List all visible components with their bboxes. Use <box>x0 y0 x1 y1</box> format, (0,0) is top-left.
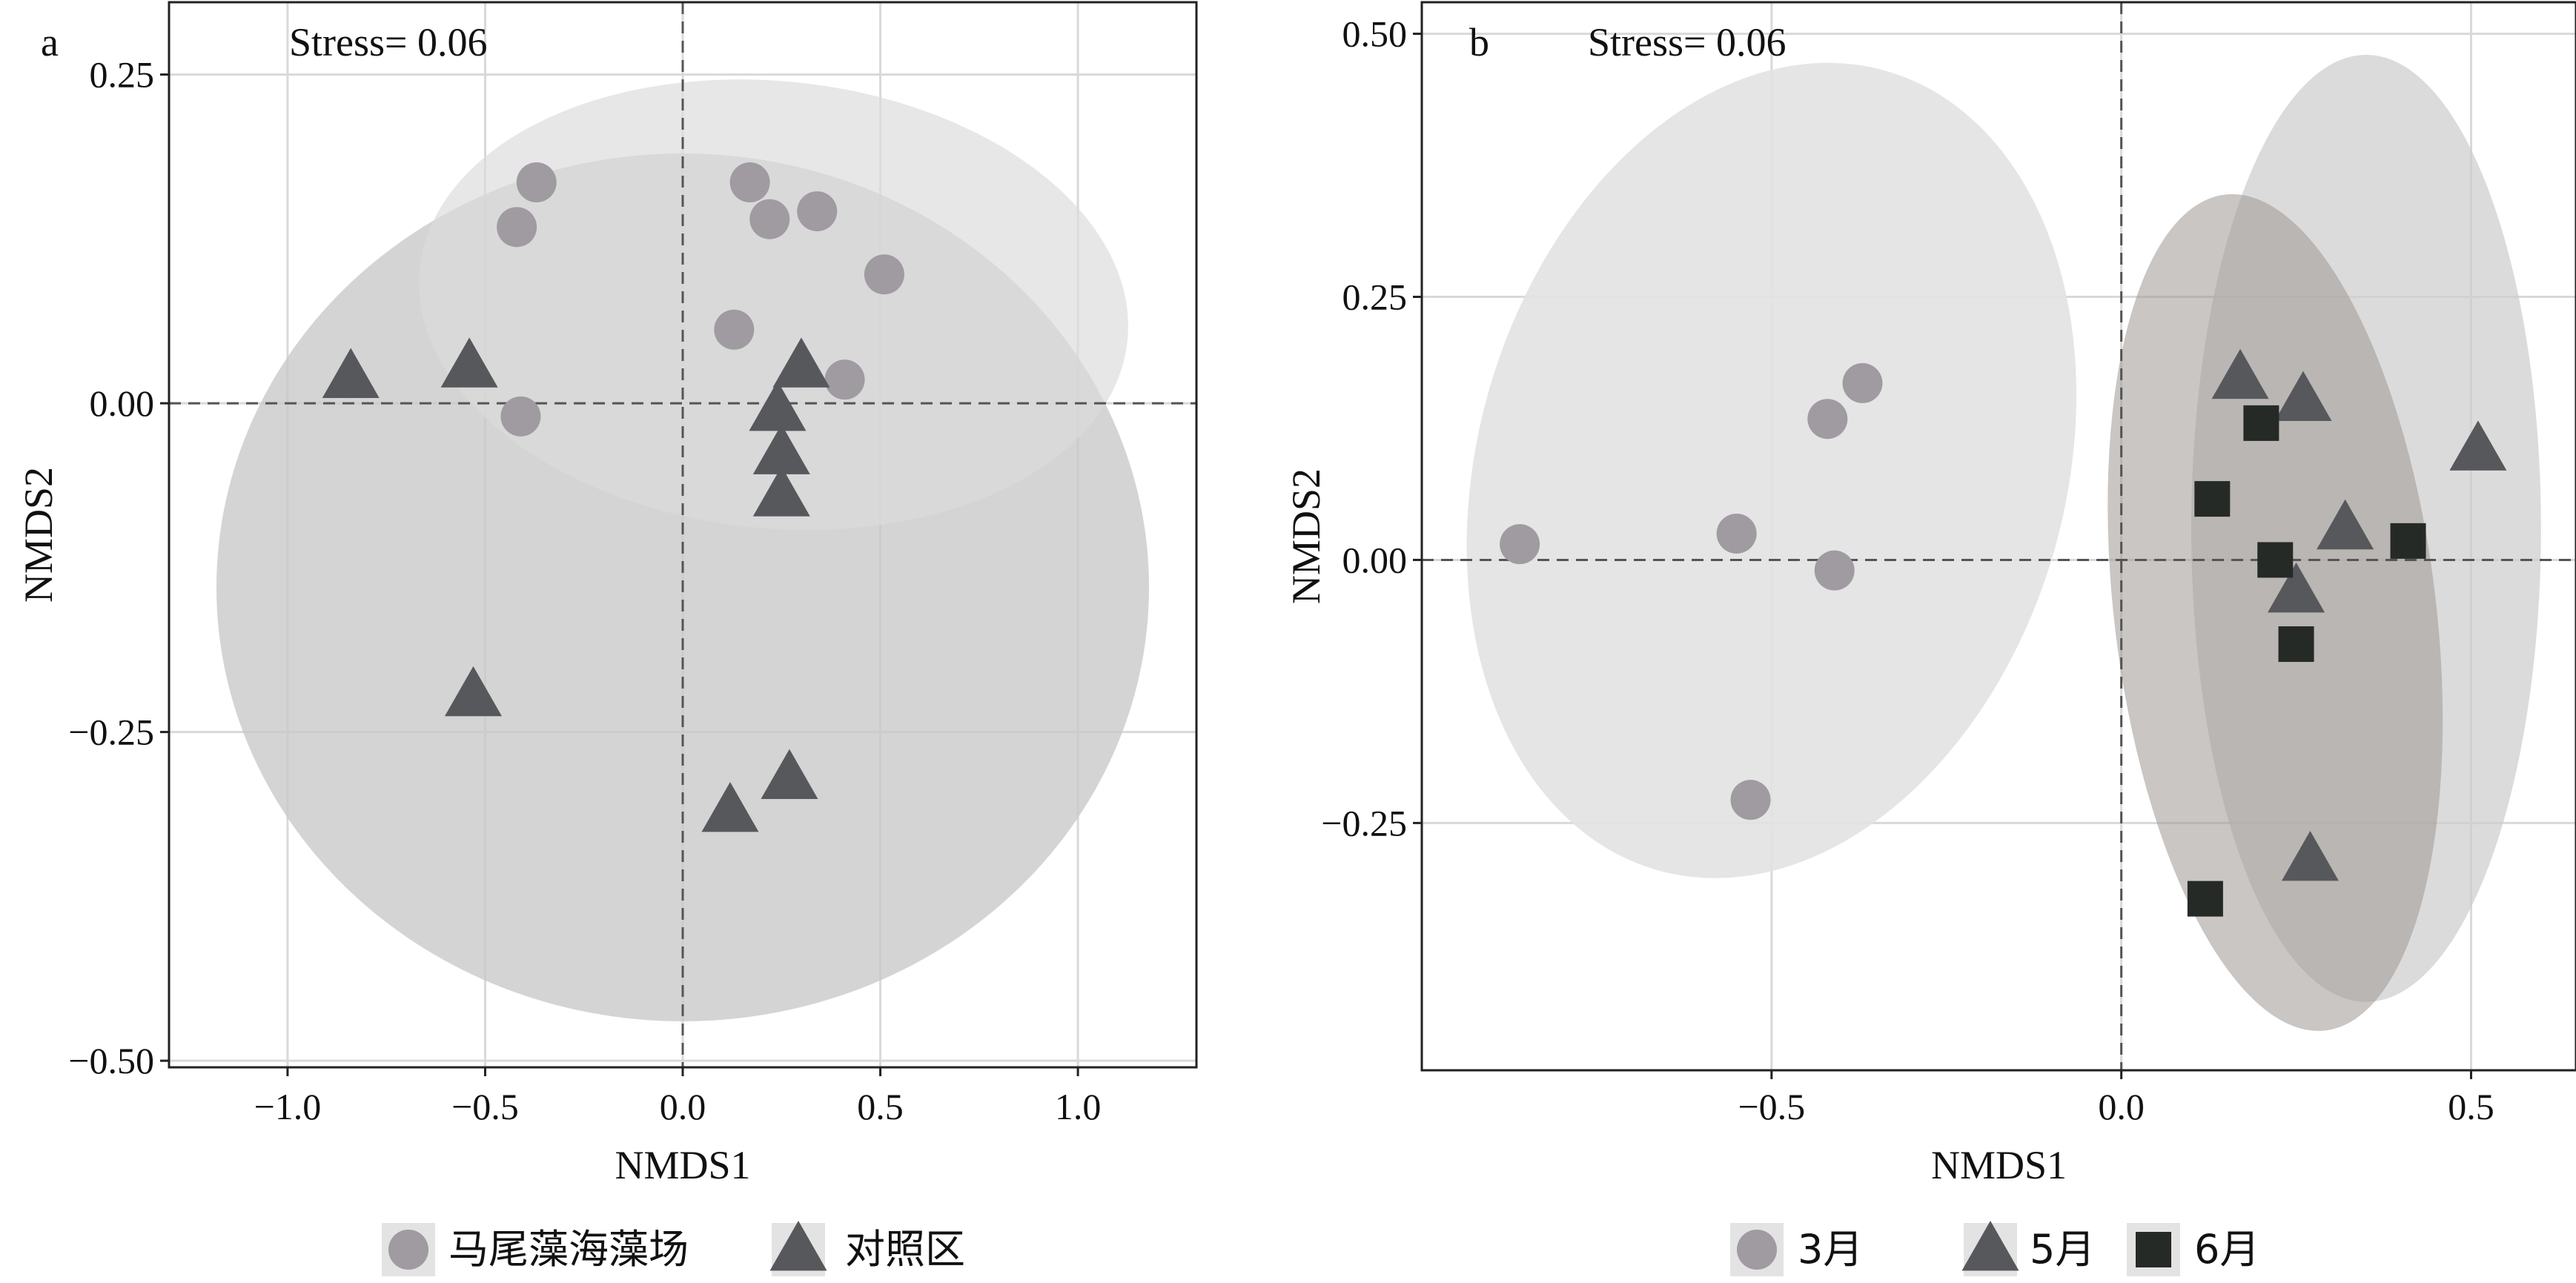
y-tick-label: −0.25 <box>68 712 154 753</box>
y-tick-label: 0.25 <box>1342 276 1408 318</box>
data-point-square <box>2187 881 2223 917</box>
plot-area <box>1422 2 2576 1070</box>
data-point-triangle <box>444 666 502 717</box>
data-point-triangle <box>2449 420 2507 471</box>
x-tick-label: −0.5 <box>1738 1086 1805 1127</box>
x-axis-label: NMDS1 <box>1931 1143 2067 1187</box>
panel-a: −1.0 −0.5 0.0 0.5 1.0 0.25 0.00 −0.25 −0.50 a Stre… <box>16 1 1198 1276</box>
data-point-circle <box>714 309 755 350</box>
legend-label: 3月 <box>1798 1226 1863 1273</box>
legend-key-triangle <box>1961 1220 2019 1271</box>
x-tick-label: 0.0 <box>660 1086 706 1127</box>
y-axis-label: NMDS2 <box>1284 468 1328 604</box>
x-tick-label: 0.0 <box>2098 1086 2145 1127</box>
x-tick-label: −1.0 <box>254 1086 322 1127</box>
legend-key-square <box>2136 1232 2171 1267</box>
data-point-square <box>2243 405 2279 441</box>
data-point-triangle <box>2211 348 2269 400</box>
data-point-triangle <box>2281 830 2339 881</box>
legend-label: 马尾藻海藻场 <box>448 1226 689 1273</box>
x-tick-label: 0.5 <box>857 1086 904 1127</box>
data-point-triangle <box>701 781 759 832</box>
data-point-circle <box>1814 550 1855 591</box>
legend: 3月 5月 6月 <box>1730 1220 2259 1276</box>
legend-key-triangle <box>769 1220 827 1271</box>
plot-area <box>169 2 1196 1067</box>
y-tick-label: 0.25 <box>90 54 155 96</box>
y-axis-label: NMDS2 <box>16 467 61 603</box>
legend: 马尾藻海藻场 对照区 <box>382 1220 965 1276</box>
data-point-triangle <box>749 380 807 431</box>
data-point-circle <box>749 199 790 239</box>
y-tick-label: 0.50 <box>1342 13 1408 55</box>
data-point-square <box>2257 542 2294 578</box>
panel-b: −0.5 0.0 0.5 0.50 0.25 0.00 −0.25 b Stress= 0.06… <box>1284 1 2576 1276</box>
confidence-ellipse <box>419 79 1128 530</box>
plot-frame <box>1420 1 2576 1072</box>
data-point-triangle <box>752 424 810 474</box>
x-tick-label: 0.5 <box>2448 1086 2494 1127</box>
data-point-triangle <box>772 337 830 388</box>
stress-label: Stress= 0.06 <box>289 20 487 64</box>
data-point-circle <box>1730 780 1771 820</box>
data-point-circle <box>1807 399 1848 440</box>
data-point-circle <box>864 254 904 295</box>
data-point-triangle <box>440 337 498 388</box>
data-point-circle <box>797 191 838 232</box>
legend-label: 6月 <box>2194 1226 2259 1273</box>
data-point-circle <box>729 162 770 203</box>
data-point-circle <box>516 162 557 203</box>
data-point-circle <box>497 207 537 248</box>
data-point-circle <box>1842 362 1883 403</box>
x-tick-label: 1.0 <box>1055 1086 1102 1127</box>
data-point-triangle <box>322 348 380 398</box>
confidence-ellipse <box>1466 62 2077 878</box>
y-tick-label: −0.25 <box>1321 802 1407 843</box>
data-point-triangle <box>752 466 810 517</box>
data-point-circle <box>1500 524 1540 565</box>
x-tick-label: −0.5 <box>451 1086 519 1127</box>
y-tick-label: 0.00 <box>1342 539 1408 580</box>
data-point-triangle <box>761 749 818 800</box>
legend-key-circle <box>388 1230 428 1270</box>
legend-label: 对照区 <box>845 1226 965 1273</box>
panel-label: b <box>1469 20 1489 64</box>
y-tick-label: −0.50 <box>68 1040 154 1081</box>
panel-label: a <box>41 20 59 64</box>
legend-key-circle <box>1737 1230 1777 1270</box>
data-point-circle <box>1716 513 1757 554</box>
legend-label: 5月 <box>2030 1226 2095 1273</box>
data-point-circle <box>500 396 541 437</box>
data-point-triangle <box>2317 499 2374 550</box>
confidence-ellipse <box>2108 194 2443 1031</box>
data-point-square <box>2194 481 2231 517</box>
data-point-square <box>2390 523 2426 559</box>
data-point-triangle <box>2274 371 2332 421</box>
x-axis-label: NMDS1 <box>615 1143 750 1187</box>
stress-label: Stress= 0.06 <box>1588 20 1786 64</box>
data-point-triangle <box>2268 562 2325 613</box>
y-tick-label: 0.00 <box>90 382 155 424</box>
data-point-circle <box>824 359 865 400</box>
data-point-square <box>2278 626 2314 663</box>
